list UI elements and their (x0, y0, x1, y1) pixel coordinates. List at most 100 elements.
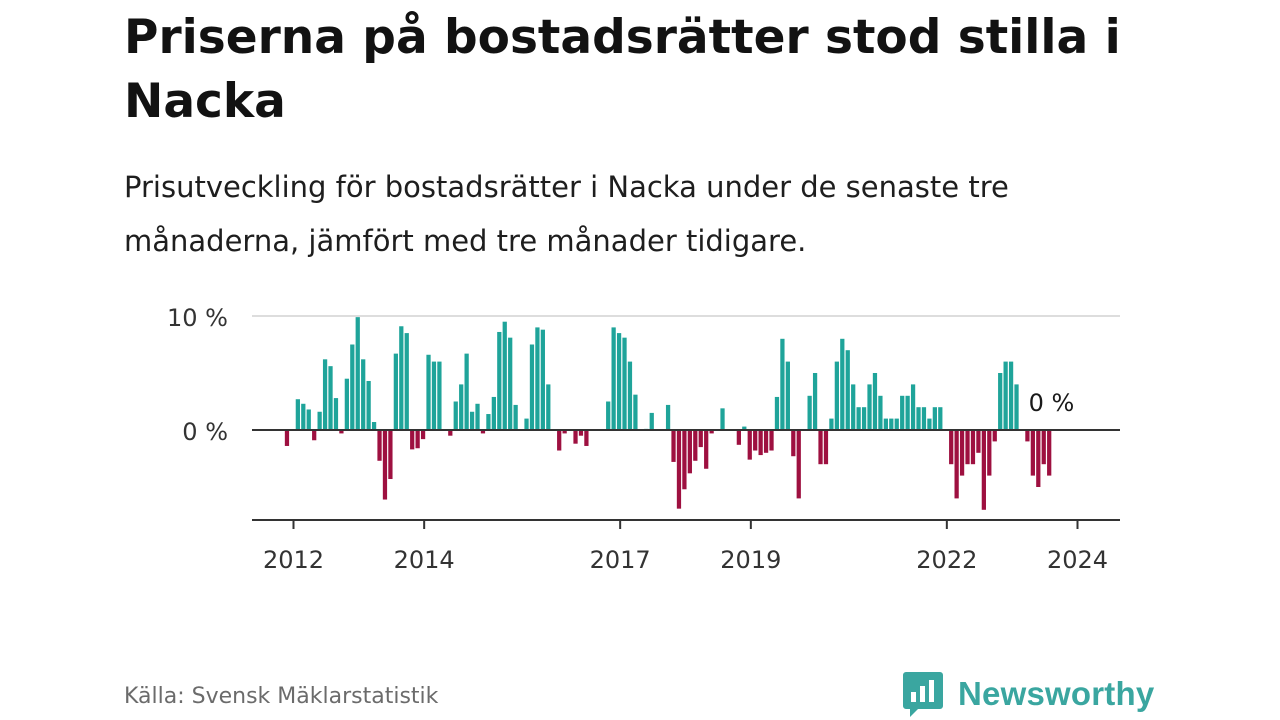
bar-16 (371, 422, 377, 430)
last-value-label: 0 % (1029, 389, 1075, 417)
bar-107 (867, 384, 872, 430)
bar-59 (606, 401, 611, 430)
bar-98 (818, 430, 823, 465)
bar-10 (339, 430, 344, 434)
bar-39 (497, 331, 502, 430)
bar-35 (475, 403, 480, 430)
bar-136 (1025, 430, 1030, 442)
bar-51 (562, 430, 567, 434)
chart-title: Priserna på bostadsrätter stod stilla i … (124, 10, 1121, 129)
bar-133 (1008, 361, 1014, 430)
bar-77 (704, 430, 709, 469)
bar-103 (845, 350, 850, 430)
bar-117 (921, 407, 927, 430)
bar-55 (584, 430, 589, 446)
x-tick-label-2017: 2017 (590, 546, 651, 574)
bar-19 (388, 430, 393, 480)
bar-7 (322, 359, 328, 430)
bar-27 (431, 361, 437, 430)
bar-53 (573, 430, 578, 444)
bar-3 (301, 403, 306, 430)
bar-137 (1030, 430, 1035, 476)
bar-101 (834, 361, 839, 430)
bar-5 (312, 430, 317, 441)
bar-47 (540, 329, 545, 430)
bar-113 (900, 395, 905, 430)
bar-127 (976, 430, 981, 453)
bar-38 (491, 396, 496, 430)
source-note: Källa: Svensk Mäklarstatistik (124, 684, 439, 709)
bar-88 (763, 430, 769, 453)
bar-124 (959, 430, 965, 476)
bar-84 (742, 426, 747, 430)
bar-11 (344, 378, 349, 430)
bar-116 (916, 407, 921, 430)
bar-105 (856, 407, 861, 430)
bar-118 (927, 418, 932, 430)
bar-60 (611, 327, 616, 430)
bar-9 (333, 398, 339, 430)
bar-26 (426, 354, 431, 430)
bar-13 (355, 317, 360, 430)
bar-61 (616, 333, 622, 430)
bar-72 (676, 430, 682, 509)
bar-42 (513, 404, 518, 430)
bar-85 (747, 430, 752, 460)
bar-108 (872, 373, 878, 430)
bar-37 (486, 414, 491, 430)
bar-89 (769, 430, 774, 451)
bar-110 (883, 418, 888, 430)
bar-120 (938, 407, 943, 430)
bar-109 (878, 395, 883, 430)
bar-4 (306, 409, 311, 430)
bar-14 (361, 359, 366, 430)
bar-48 (546, 384, 551, 430)
bar-32 (459, 384, 464, 430)
bar-83 (736, 430, 741, 445)
y-tick-label-10: 10 % (167, 304, 228, 332)
bar-128 (981, 430, 986, 510)
bar-87 (758, 430, 763, 456)
bar-80 (720, 408, 725, 430)
bar-34 (469, 411, 475, 430)
bar-104 (851, 384, 856, 430)
bar-18 (382, 430, 388, 500)
bar-132 (1003, 361, 1008, 430)
bar-46 (535, 327, 540, 430)
bar-28 (437, 361, 442, 430)
bar-96 (807, 395, 812, 430)
bar-76 (698, 430, 703, 448)
bar-50 (557, 430, 562, 451)
bar-74 (687, 430, 692, 474)
bar-115 (910, 384, 916, 430)
bar-114 (905, 395, 910, 430)
y-tick-label-0: 0 % (182, 418, 228, 446)
bar-97 (812, 373, 818, 430)
bar-67 (649, 412, 654, 430)
bar-138 (1036, 430, 1041, 487)
bar-36 (480, 430, 486, 434)
bar-91 (780, 338, 785, 430)
bar-86 (753, 430, 758, 451)
x-tick-label-2024: 2024 (1047, 546, 1108, 574)
bar-73 (682, 430, 687, 490)
bar-15 (366, 380, 371, 430)
bar-126 (970, 430, 976, 465)
bar-6 (317, 411, 322, 430)
bar-22 (404, 333, 409, 430)
bar-119 (932, 407, 937, 430)
newsworthy-logo[interactable]: Newsworthy (902, 670, 1154, 718)
bar-93 (791, 430, 796, 457)
bar-40 (502, 321, 507, 430)
bar-31 (453, 401, 458, 430)
bar-92 (785, 361, 790, 430)
bar-0 (284, 430, 290, 446)
bar-130 (992, 430, 997, 442)
bar-125 (965, 430, 970, 465)
bar-75 (693, 430, 698, 461)
bar-44 (524, 418, 529, 430)
bar-112 (894, 418, 899, 430)
bar-111 (889, 418, 894, 430)
brand-name: Newsworthy (958, 675, 1155, 712)
bar-54 (578, 430, 584, 436)
